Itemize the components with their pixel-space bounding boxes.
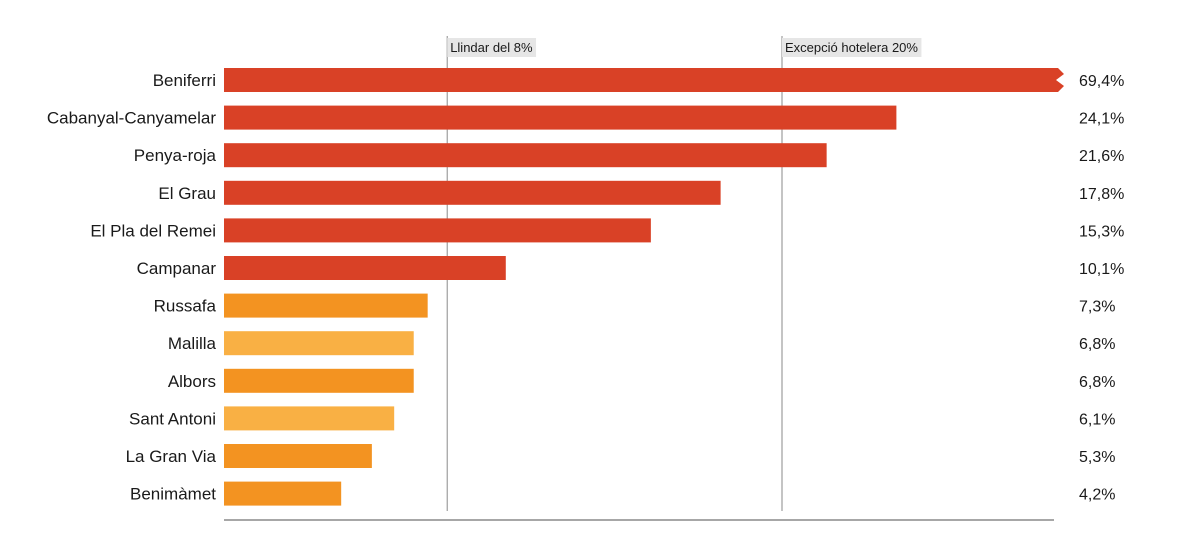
value-label: 10,1% (1079, 261, 1124, 278)
bar (224, 68, 1064, 92)
value-label: 24,1% (1079, 111, 1124, 128)
value-label: 69,4% (1079, 73, 1124, 90)
value-label: 5,3% (1079, 449, 1115, 466)
bar (224, 256, 506, 280)
bar (224, 444, 372, 468)
value-label: 6,8% (1079, 336, 1115, 353)
category-label: Sant Antoni (129, 409, 216, 428)
category-label: La Gran Via (126, 447, 217, 466)
value-label: 6,1% (1079, 411, 1115, 428)
value-label: 21,6% (1079, 148, 1124, 165)
category-label: Penya-roja (134, 146, 217, 165)
category-label: Benimàmet (130, 485, 216, 504)
bars (224, 68, 1064, 506)
value-label: 4,2% (1079, 487, 1115, 504)
bar (224, 368, 414, 393)
labels: Beniferri 69,4% Cabanyal-Canyamelar 24,1% Pe… (47, 71, 1125, 504)
reference-label-background (447, 38, 537, 57)
bar (224, 406, 395, 431)
bar (224, 218, 651, 243)
value-label: 7,3% (1079, 299, 1115, 316)
reference-line-label: Excepció hotelera 20% (785, 40, 918, 55)
category-label: Russafa (154, 297, 217, 316)
reference-label-background (782, 38, 922, 57)
bar (224, 293, 428, 318)
category-label: El Pla del Remei (90, 221, 216, 240)
category-label: Malilla (168, 334, 217, 353)
bar (224, 105, 897, 130)
value-label: 17,8% (1079, 186, 1124, 203)
value-label: 15,3% (1079, 223, 1124, 240)
bar (224, 481, 342, 506)
reference-line-label: Llindar del 8% (450, 40, 533, 55)
value-label: 6,8% (1079, 374, 1115, 391)
category-label: El Grau (158, 184, 216, 203)
bar (224, 143, 827, 168)
category-label: Beniferri (153, 71, 216, 90)
bar (224, 331, 414, 356)
bar (224, 180, 721, 205)
category-label: Cabanyal-Canyamelar (47, 109, 216, 128)
category-label: Campanar (137, 259, 217, 278)
category-label: Albors (168, 372, 216, 391)
